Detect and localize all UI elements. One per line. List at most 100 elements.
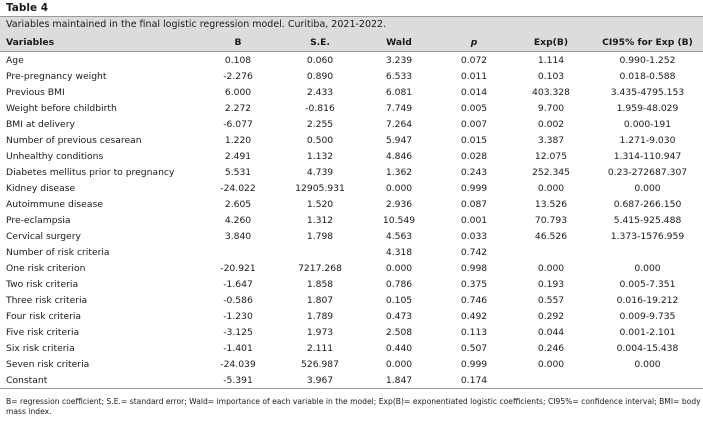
table-row: Unhealthy conditions 2.491 1.132 4.846 0.028… [0, 148, 703, 164]
regression-table: Variables B S.E. Wald p Exp(B) CI95% for… [0, 34, 703, 389]
cell-variable: Two risk criteria [6, 278, 79, 290]
cell-se: 0.890 [306, 70, 334, 82]
cell-variable: Number of risk criteria [6, 246, 110, 258]
cell-b: 0.108 [224, 54, 252, 66]
cell-wald: 2.936 [385, 198, 413, 210]
cell-b: -2.276 [223, 70, 253, 82]
cell-se: 2.433 [306, 86, 334, 98]
cell-expb: 0.193 [537, 278, 565, 290]
cell-ci95: 1.373-1576.959 [610, 230, 685, 242]
cell-wald: 0.000 [385, 358, 413, 370]
cell-b: -0.586 [223, 294, 253, 306]
cell-wald: 6.533 [385, 70, 413, 82]
cell-ci95: 0.001-2.101 [619, 326, 676, 338]
cell-ci95: 0.018-0.588 [619, 70, 676, 82]
cell-variable: Autoimmune disease [6, 198, 103, 210]
table-body: Age 0.108 0.060 3.239 0.072 1.114 0.990-1.252 P… [0, 52, 703, 389]
cell-wald: 3.239 [385, 54, 413, 66]
cell-p: 0.007 [460, 118, 488, 130]
cell-variable: BMI at delivery [6, 118, 75, 130]
table-row: Four risk criteria -1.230 1.789 0.473 0.492 0… [0, 308, 703, 324]
header-cell-b: B [196, 34, 280, 52]
cell-se: 1.789 [306, 310, 334, 322]
cell-b: -5.391 [196, 372, 280, 389]
cell-ci95: 0.23-272687.307 [607, 166, 688, 178]
table-footnote: B= regression coefficient; S.E.= standar… [6, 397, 701, 416]
cell-p: 0.742 [460, 246, 488, 258]
cell-ci95: 0.000-191 [623, 118, 672, 130]
cell-p: 0.011 [460, 70, 488, 82]
table-caption: Variables maintained in the final logist… [6, 19, 387, 30]
cell-ci95 [592, 244, 703, 260]
caption-bar: Variables maintained in the final logist… [0, 16, 703, 34]
table-row: Kidney disease -24.022 12905.931 0.000 0.999… [0, 180, 703, 196]
cell-ci95 [592, 372, 703, 389]
cell-wald: 7.749 [385, 102, 413, 114]
cell-b: 2.605 [224, 198, 252, 210]
cell-expb: 403.328 [532, 86, 570, 98]
cell-b: -3.125 [223, 326, 253, 338]
cell-expb: 0.557 [537, 294, 565, 306]
cell-wald: 5.947 [385, 134, 413, 146]
table-row: Cervical surgery 3.840 1.798 4.563 0.033 46.5… [0, 228, 703, 244]
cell-wald: 0.786 [385, 278, 413, 290]
cell-se: 7217.268 [298, 262, 342, 274]
cell-wald: 0.440 [385, 342, 413, 354]
cell-b: -24.022 [220, 182, 256, 194]
cell-ci95: 0.000 [634, 358, 661, 370]
cell-b: -20.921 [220, 262, 256, 274]
table-row: Pre-pregnancy weight -2.276 0.890 6.533 0.01… [0, 68, 703, 84]
cell-p: 0.028 [460, 150, 488, 162]
cell-se: 526.987 [301, 358, 339, 370]
cell-b: -1.230 [223, 310, 253, 322]
cell-variable: Four risk criteria [6, 310, 82, 322]
table-row: Autoimmune disease 2.605 1.520 2.936 0.087 13… [0, 196, 703, 212]
cell-b: -1.647 [223, 278, 253, 290]
header-cell-wald: Wald [360, 34, 438, 52]
table-row: Age 0.108 0.060 3.239 0.072 1.114 0.990-1.252 [0, 52, 703, 69]
cell-variable: Kidney disease [6, 182, 76, 194]
table-row: Previous BMI 6.000 2.433 6.081 0.014 403.328 3… [0, 84, 703, 100]
cell-se [280, 244, 360, 260]
cell-expb: 0.103 [537, 70, 565, 82]
cell-expb: 12.075 [534, 150, 568, 162]
cell-expb [510, 372, 592, 389]
cell-ci95: 0.009-9.735 [619, 310, 676, 322]
cell-se: 12905.931 [295, 182, 345, 194]
cell-ci95: 1.959-48.029 [616, 102, 679, 114]
cell-variable: Constant [0, 372, 196, 389]
cell-p: 0.174 [438, 372, 510, 389]
table-row: Weight before childbirth 2.272 -0.816 7.749… [0, 100, 703, 116]
cell-wald: 0.000 [385, 262, 413, 274]
cell-se: 1.858 [306, 278, 334, 290]
cell-p: 0.999 [460, 182, 488, 194]
cell-p: 0.072 [460, 54, 488, 66]
cell-expb: 0.000 [537, 358, 565, 370]
cell-expb: 0.246 [537, 342, 565, 354]
cell-p: 0.087 [460, 198, 488, 210]
cell-se: 1.312 [306, 214, 334, 226]
cell-variable: Diabetes mellitus prior to pregnancy [6, 166, 175, 178]
cell-p: 0.113 [460, 326, 488, 338]
cell-p: 0.243 [460, 166, 488, 178]
cell-wald: 0.105 [385, 294, 413, 306]
table-row: Number of previous cesarean 1.220 0.500 5.9… [0, 132, 703, 148]
cell-ci95: 0.687-266.150 [613, 198, 682, 210]
cell-expb: 252.345 [532, 166, 570, 178]
cell-p: 0.375 [460, 278, 488, 290]
cell-se: 1.807 [306, 294, 334, 306]
table-row: One risk criterion -20.921 7217.268 0.000 0.… [0, 260, 703, 276]
cell-variable: Seven risk criteria [6, 358, 90, 370]
cell-ci95: 0.005-7.351 [619, 278, 676, 290]
cell-b [196, 244, 280, 260]
cell-wald: 0.000 [385, 182, 413, 194]
table-row: Five risk criteria -3.125 1.973 2.508 0.113 0… [0, 324, 703, 340]
cell-b: 1.220 [224, 134, 252, 146]
cell-wald: 4.563 [385, 230, 413, 242]
cell-wald: 10.549 [382, 214, 416, 226]
cell-ci95: 0.016-19.212 [616, 294, 679, 306]
cell-se: 2.255 [306, 118, 334, 130]
cell-variable: Previous BMI [6, 86, 65, 98]
cell-ci95: 0.990-1.252 [619, 54, 676, 66]
header-row: Variables B S.E. Wald p Exp(B) CI95% for… [0, 34, 703, 52]
